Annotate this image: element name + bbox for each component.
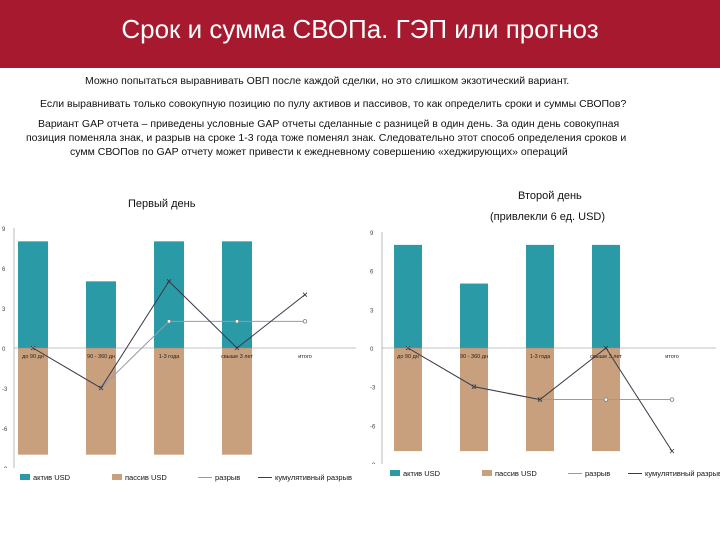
chart-1-legend: актив USD пассив USD разрыв кумулятивный ра… — [20, 470, 365, 484]
liabilities-bar — [154, 348, 184, 455]
chart-svg: 9 6 3 0 -3 -6 -9 до 90 дн 90 - 360 дн 1-3 года свы… — [2, 227, 356, 468]
legend-item: пассив USD — [482, 468, 537, 478]
category-label: 1-3 года — [530, 354, 552, 360]
legend-label: актив USD — [33, 472, 71, 482]
legend-item: разрыв — [198, 472, 240, 482]
paragraph-3-line-3: сумм СВОПов по GAP отчету может привести… — [70, 146, 568, 158]
chart-2-caption: Второй день — [518, 190, 582, 202]
chart-1-caption: Первый день — [128, 198, 196, 210]
category-label: свыше 3 лет — [221, 354, 253, 360]
y-tick-label: 9 — [2, 227, 6, 233]
liabilities-swatch — [482, 470, 492, 477]
legend-item: кумулятивный разрыв — [628, 468, 720, 478]
assets-bar — [222, 241, 252, 348]
liabilities-bar — [222, 348, 252, 455]
assets-bar — [86, 281, 116, 348]
legend-item: пассив USD — [112, 472, 167, 482]
y-tick-label: 0 — [2, 347, 6, 353]
paragraph-1: Можно попытаться выравнивать ОВП после к… — [85, 75, 570, 87]
legend-item: актив USD — [390, 468, 440, 478]
legend-label: кумулятивный разрыв — [645, 468, 720, 478]
cumulative-gap-point — [166, 279, 172, 284]
assets-swatch — [20, 474, 30, 481]
category-label: 90 - 360 дн — [87, 354, 115, 360]
y-tick-label: -3 — [370, 386, 376, 392]
category-label: до 90 дн — [397, 354, 419, 360]
cumulative-gap-point — [537, 397, 543, 402]
paragraph-2: Если выравнивать только совокупную позиц… — [40, 98, 627, 110]
assets-bar — [460, 283, 488, 348]
assets-bar — [18, 241, 48, 348]
cumulative-gap-point — [98, 385, 104, 391]
cumulative-gap-point — [234, 345, 240, 351]
y-tick-label: 0 — [370, 347, 374, 353]
y-tick-label: -9 — [2, 467, 8, 468]
category-label: до 90 дн — [22, 354, 44, 360]
category-label: 1-3 года — [159, 354, 181, 360]
legend-item: актив USD — [20, 472, 70, 482]
y-tick-label: -6 — [2, 427, 8, 433]
assets-swatch — [390, 470, 400, 477]
title-bar: Срок и сумма СВОПа. ГЭП или прогноз — [0, 0, 720, 68]
y-tick-label: 3 — [2, 307, 6, 313]
category-label: итого — [665, 354, 679, 360]
legend-label: кумулятивный разрыв — [275, 472, 352, 482]
legend-label: разрыв — [585, 468, 611, 478]
y-tick-label: -6 — [370, 424, 376, 430]
cumulative-gap-point — [603, 345, 609, 351]
gap-point — [603, 397, 609, 402]
chart-2-subcaption: (привлекли 6 ед. USD) — [490, 211, 606, 223]
legend-item: кумулятивный разрыв — [258, 472, 352, 482]
y-tick-label: 6 — [2, 267, 6, 273]
legend-label: пассив USD — [495, 468, 537, 478]
chart-day-1: 9 6 3 0 -3 -6 -9 до 90 дн 90 - 360 дн 1-3 года свы… — [0, 222, 360, 468]
y-tick-label: 6 — [370, 270, 374, 276]
y-tick-label: 9 — [370, 231, 374, 237]
liabilities-bar — [394, 348, 422, 452]
y-tick-label: 3 — [370, 308, 374, 314]
paragraph-3-line-1: Вариант GAP отчета – приведены условные … — [38, 118, 620, 130]
slide-title: Срок и сумма СВОПа. ГЭП или прогноз — [121, 14, 599, 44]
category-label: 90 - 360 дн — [460, 354, 488, 360]
chart-day-2: 9 6 3 0 -3 -6 -9 до 90 дн 90 - 360 дн 1-3 года свы… — [368, 224, 720, 464]
cumulative-gap-point — [471, 384, 477, 389]
liabilities-bar — [86, 348, 116, 455]
gap-point — [166, 319, 172, 324]
cumulative-gap-point — [302, 292, 308, 297]
gap-swatch — [568, 472, 582, 474]
liabilities-bar — [460, 348, 488, 452]
legend-label: пассив USD — [125, 472, 167, 482]
assets-bar — [526, 244, 554, 348]
cumulative-gap-point — [669, 448, 675, 454]
gap-point — [669, 397, 675, 402]
category-label: итого — [298, 354, 312, 360]
cumulative-gap-swatch — [628, 472, 642, 474]
legend-label: актив USD — [403, 468, 441, 478]
liabilities-bar — [18, 348, 48, 455]
y-tick-label: -9 — [370, 463, 376, 464]
legend-item: разрыв — [568, 468, 610, 478]
cumulative-gap-point — [30, 345, 36, 351]
gap-point — [302, 319, 308, 324]
gap-swatch — [198, 476, 212, 478]
assets-bar — [394, 244, 422, 348]
cumulative-gap-point — [405, 345, 411, 351]
legend-label: разрыв — [215, 472, 241, 482]
y-tick-label: -3 — [2, 387, 8, 393]
assets-bar — [592, 244, 620, 348]
chart-svg: 9 6 3 0 -3 -6 -9 до 90 дн 90 - 360 дн 1-3 года свы… — [370, 231, 716, 464]
chart-2-legend: актив USD пассив USD разрыв кумулятивный ра… — [390, 466, 720, 480]
cumulative-gap-swatch — [258, 476, 272, 478]
liabilities-swatch — [112, 474, 122, 481]
paragraph-3-line-2: позиция поменяла знак, и разрыв на сроке… — [26, 132, 627, 144]
gap-point — [234, 319, 240, 324]
assets-bar — [154, 241, 184, 348]
category-label: свыше 3 лет — [590, 354, 622, 360]
